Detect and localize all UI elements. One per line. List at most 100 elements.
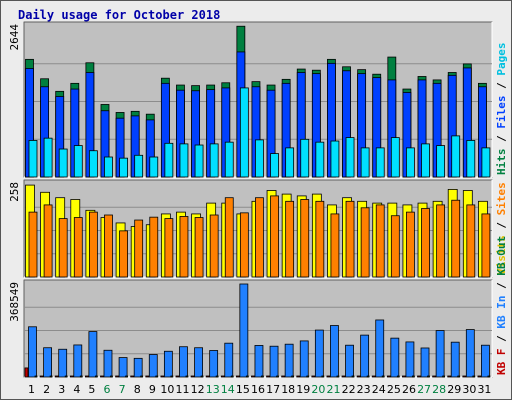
kbout-bar (170, 375, 174, 378)
pages-bar (436, 145, 446, 178)
kbf-bar (220, 375, 225, 378)
kbout-bar (366, 375, 370, 378)
kbf-bar (371, 375, 376, 378)
kbf-bar (205, 375, 210, 378)
kbout-bar (396, 375, 400, 378)
kbf-bar (160, 375, 165, 378)
kbout-bar (155, 375, 159, 378)
day-label: 17 (266, 383, 280, 396)
kbout-bar (261, 375, 264, 378)
day-label: 12 (191, 383, 205, 396)
kbout-bar (487, 375, 491, 378)
legend-bottom: KB F / KB In / KB Out (495, 236, 508, 375)
day-label: 23 (357, 383, 371, 396)
kbin-bar (450, 341, 460, 378)
kbf-bar (281, 375, 286, 378)
sites-bar (224, 197, 234, 278)
legend-middle: Visits / Sites (495, 182, 508, 275)
sites-bar (451, 199, 461, 278)
kbin-bar (420, 347, 430, 378)
legend-item: Visits (495, 235, 508, 275)
day-label: 16 (251, 383, 265, 396)
pages-bar (466, 140, 476, 178)
kbin-bar (299, 340, 309, 378)
kbin-bar (239, 283, 249, 378)
kbf-bar (54, 375, 59, 378)
pages-bar (43, 137, 53, 178)
kbout-bar (472, 375, 476, 378)
kbf-bar (311, 375, 316, 378)
legend-item: Hits (495, 149, 508, 176)
legend-item: Sites (495, 182, 508, 215)
day-label: 26 (402, 383, 416, 396)
sites-bar (43, 204, 53, 278)
day-label: 19 (296, 383, 310, 396)
day-label: 28 (432, 383, 446, 396)
ymax-label-bottom: 368549 (8, 282, 21, 322)
pages-bar (300, 138, 310, 178)
pages-bar (345, 137, 355, 178)
day-label: 9 (149, 383, 156, 396)
ymax-label-middle: 258 (8, 182, 21, 202)
kbout-bar (215, 375, 219, 378)
sites-bar (164, 218, 174, 278)
kbf-bar (341, 375, 346, 378)
sites-bar (406, 211, 415, 278)
kbf-bar (432, 375, 437, 378)
legend-item: Files (495, 96, 508, 129)
pages-bar (134, 154, 144, 178)
kbf-bar (235, 375, 240, 378)
sites-bar (239, 212, 249, 278)
sites-bar (209, 214, 219, 278)
day-label: 31 (477, 383, 491, 396)
day-label: 20 (311, 383, 325, 396)
sites-bar (315, 200, 325, 278)
kbout-bar (427, 375, 430, 378)
kbout-bar (276, 375, 279, 378)
kbin-bar (390, 337, 400, 378)
kbout-bar (306, 375, 310, 378)
kbin-bar (314, 329, 324, 378)
kbf-bar (251, 375, 255, 378)
sites-bar (88, 211, 98, 278)
page-title: Daily usage for October 2018 (18, 8, 221, 22)
kbout-bar (442, 375, 446, 378)
kbout-bar (94, 375, 98, 378)
kbin-bar (43, 347, 52, 378)
kbin-bar (224, 342, 234, 378)
legend-item: / (495, 276, 508, 296)
sites-bar (119, 230, 128, 278)
legend-top: Hits / Files / Pages (495, 43, 508, 176)
pages-bar (179, 143, 189, 178)
kbf-bar (266, 375, 270, 378)
kbin-bar (209, 350, 219, 378)
pages-bar (149, 156, 159, 178)
sites-bar (28, 211, 38, 278)
kbf-bar (477, 375, 482, 378)
day-label: 8 (134, 383, 141, 396)
day-label: 7 (119, 383, 126, 396)
sites-bar (330, 213, 340, 278)
sites-bar (360, 207, 370, 278)
kbin-bar (163, 350, 173, 378)
legend-item: Pages (495, 43, 508, 76)
kbin-bar (435, 330, 445, 378)
kbf-bar (402, 375, 406, 378)
kbin-bar (58, 348, 68, 378)
kbin-bar (28, 326, 37, 378)
pages-bar (375, 147, 385, 178)
day-label: 22 (342, 383, 356, 396)
kbf-bar (115, 375, 119, 378)
kbf-bar (175, 375, 180, 378)
day-label: 27 (417, 383, 431, 396)
day-label: 13 (206, 383, 220, 396)
kbin-bar (481, 344, 490, 378)
pages-bar (104, 156, 113, 178)
kbout-bar (110, 375, 113, 378)
kbout-bar (457, 375, 461, 378)
pages-bar (390, 137, 400, 178)
pages-bar (421, 143, 430, 178)
kbin-bar (254, 345, 264, 378)
kbin-bar (88, 331, 98, 378)
kbin-bar (330, 325, 339, 378)
